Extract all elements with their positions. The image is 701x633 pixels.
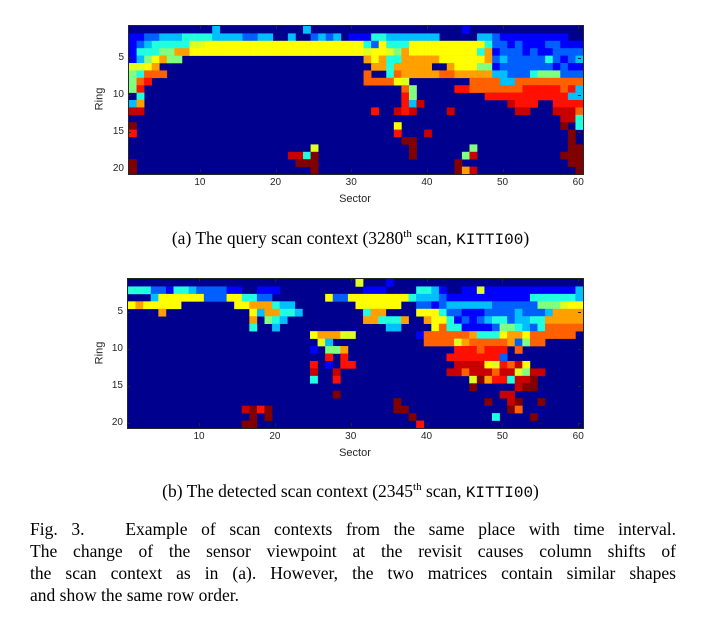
x-tick-mark [199, 26, 201, 29]
y-tick-mark [128, 58, 131, 60]
x-tick-label: 10 [194, 177, 206, 188]
x-tick-mark [199, 169, 201, 172]
y-tick-label: 10 [111, 342, 123, 354]
x-tick-mark [199, 279, 201, 282]
x-tick-mark [274, 279, 276, 282]
subcaption-a-sup: th [403, 228, 412, 240]
y-tick-label: 15 [111, 380, 123, 392]
y-tick-mark [578, 423, 581, 425]
caption-line-1: Fig. 3. Example of scan contexts from th… [30, 519, 676, 539]
y-tick-label: 5 [117, 305, 123, 317]
y-tick-mark [128, 169, 131, 171]
x-tick-mark [275, 169, 277, 172]
x-tick-label: 20 [269, 177, 282, 188]
x-tick-mark [275, 26, 277, 29]
x-tick-mark [502, 169, 504, 172]
y-tick-mark [128, 132, 131, 134]
subcaption-b-sup: th [413, 481, 422, 493]
heatmap-query-scan-context [128, 25, 584, 175]
x-tick-mark [426, 169, 428, 172]
y-tick-mark [128, 95, 131, 97]
x-tick-label: 30 [345, 431, 357, 442]
y-tick-label: 20 [111, 417, 123, 429]
y-tick-label: 20 [112, 163, 124, 175]
subcaption-a-mid: scan, [411, 228, 457, 248]
x-tick-mark [502, 26, 504, 29]
y-tick-label: 15 [112, 126, 124, 138]
sector-axis-label-b: Sector [325, 447, 385, 459]
subcaption-b-dataset: KITTI00 [465, 484, 534, 502]
heatmap-detected-scan-context [127, 278, 584, 429]
x-tick-mark [578, 423, 580, 426]
caption-line-2: The change of the sensor viewpoint at th… [30, 541, 676, 561]
y-tick-label: 10 [112, 89, 124, 101]
x-tick-mark [426, 26, 428, 29]
x-tick-label: 30 [345, 177, 357, 188]
x-tick-mark [578, 279, 580, 282]
subcaption-b-suffix: ) [533, 481, 539, 501]
x-tick-mark [351, 26, 353, 29]
x-tick-label: 50 [496, 177, 509, 188]
subcaption-b-mid: scan, [421, 481, 466, 501]
x-tick-mark [426, 423, 428, 426]
caption-line-3: the scan context as in (a). However, the… [30, 563, 676, 583]
x-tick-mark [350, 279, 352, 282]
subcaption-a-suffix: ) [523, 228, 530, 248]
x-tick-mark [350, 423, 352, 426]
x-tick-label: 50 [496, 431, 508, 442]
x-tick-mark [502, 279, 504, 282]
y-tick-mark [127, 348, 130, 350]
y-tick-label: 5 [118, 52, 124, 64]
y-tick-mark [578, 132, 581, 134]
x-tick-label: 60 [572, 431, 584, 442]
x-tick-mark [199, 423, 201, 426]
figure-caption: Fig. 3. Example of scan contexts from th… [30, 518, 676, 606]
y-tick-mark [578, 348, 581, 350]
subcaption-a-prefix: (a) The query scan context (3280 [171, 228, 404, 248]
subcaption-a-dataset: KITTI00 [456, 231, 524, 249]
sector-axis-label-a: Sector [325, 193, 385, 205]
y-tick-mark [578, 58, 581, 60]
x-tick-mark [578, 169, 580, 172]
x-tick-label: 20 [269, 431, 281, 442]
y-tick-mark [578, 386, 581, 388]
x-tick-label: 60 [572, 177, 584, 188]
y-tick-mark [578, 95, 581, 97]
x-tick-mark [426, 279, 428, 282]
xlabel-b: Sector [339, 447, 371, 459]
y-tick-mark [578, 169, 581, 171]
subcaption-a: (a) The query scan context (3280th scan,… [0, 228, 701, 249]
x-tick-mark [351, 169, 353, 172]
x-tick-mark [578, 26, 580, 29]
heatmap-cells [129, 26, 583, 174]
subcaption-b: (b) The detected scan context (2345th sc… [0, 481, 701, 502]
x-tick-label: 40 [421, 177, 433, 188]
x-tick-mark [274, 423, 276, 426]
y-tick-mark [127, 311, 130, 313]
heatmap-cells [128, 279, 583, 428]
y-tick-mark [578, 311, 581, 313]
y-tick-mark [127, 423, 130, 425]
xlabel-a: Sector [339, 193, 371, 205]
x-tick-label: 40 [420, 431, 433, 442]
subcaption-b-prefix: (b) The detected scan context (2345 [162, 481, 414, 501]
caption-line-4: and show the same row order. [30, 585, 239, 605]
x-tick-mark [502, 423, 504, 426]
x-tick-label: 10 [193, 431, 205, 442]
y-tick-mark [127, 386, 130, 388]
